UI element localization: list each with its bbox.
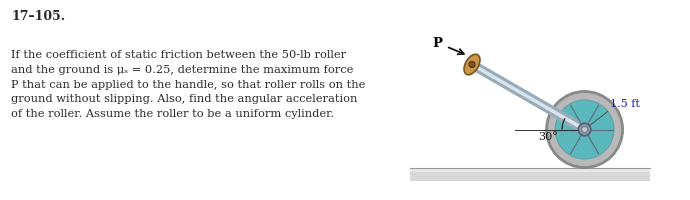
Circle shape	[546, 92, 622, 168]
Circle shape	[578, 123, 591, 136]
Circle shape	[469, 62, 475, 68]
Circle shape	[582, 127, 588, 132]
Text: 30°: 30°	[538, 132, 558, 142]
Text: If the coefficient of static friction between the 50-lb roller
and the ground is: If the coefficient of static friction be…	[11, 50, 366, 119]
Ellipse shape	[464, 54, 480, 75]
Bar	[410, 168, 649, 172]
Text: P: P	[433, 37, 442, 50]
Circle shape	[555, 100, 614, 159]
Text: 17–105.: 17–105.	[11, 10, 65, 23]
Text: 1.5 ft: 1.5 ft	[610, 99, 640, 109]
Bar	[410, 168, 649, 181]
